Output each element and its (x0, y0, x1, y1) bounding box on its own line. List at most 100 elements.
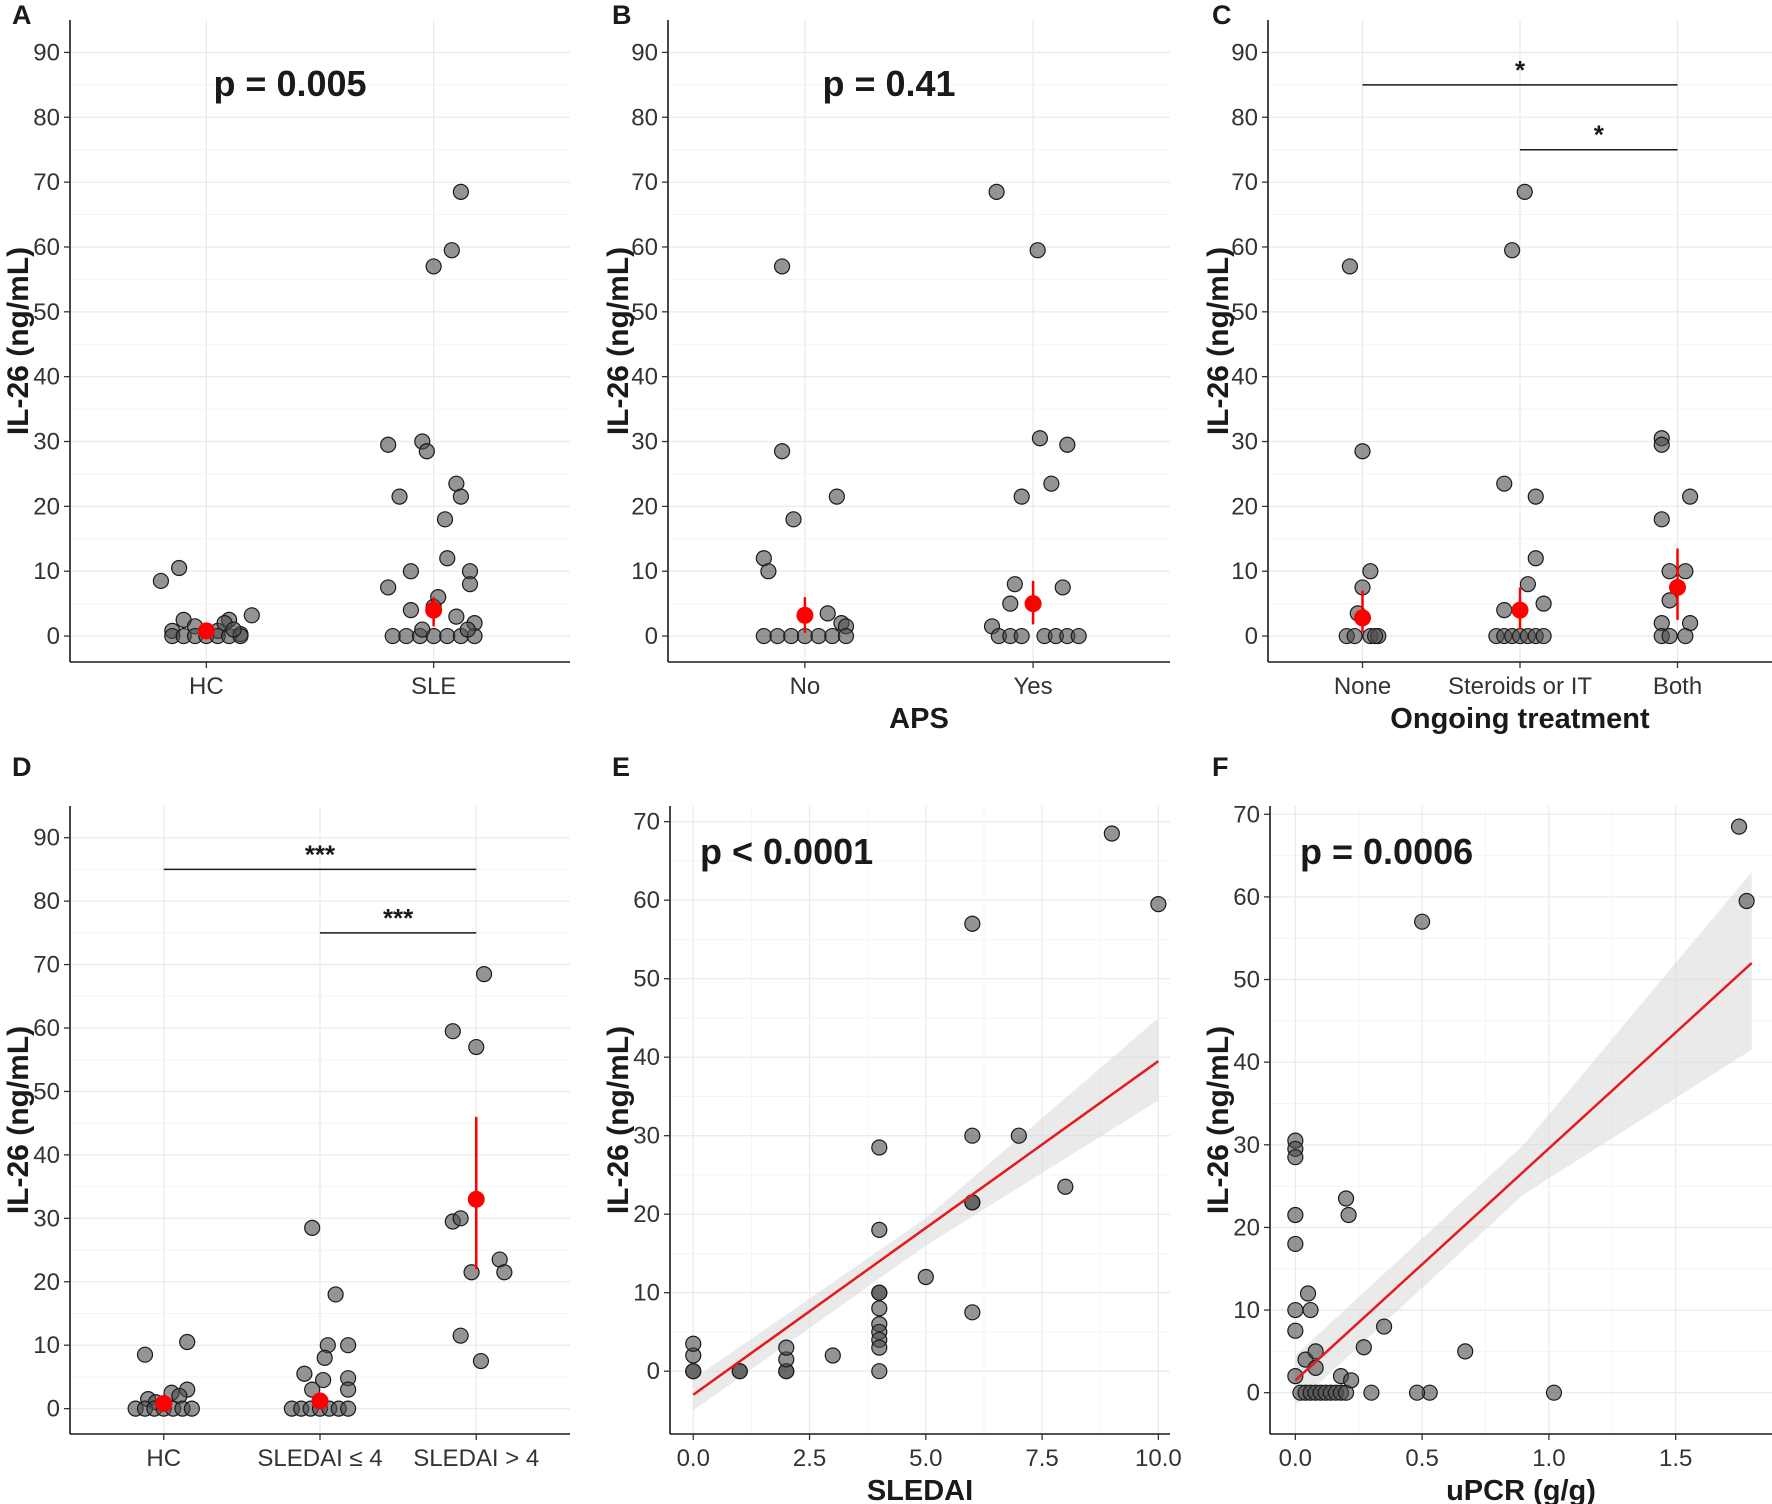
x-tick-label: 1.5 (1659, 1445, 1692, 1472)
y-tick-label: 60 (633, 887, 660, 914)
data-point (452, 1327, 469, 1344)
data-point (1070, 627, 1087, 645)
data-point (472, 1352, 490, 1370)
data-point (1299, 1285, 1317, 1302)
y-tick-label: 50 (631, 299, 658, 326)
mean-point (197, 622, 215, 640)
data-point (685, 1363, 702, 1380)
y-tick-label: 0 (645, 623, 658, 650)
data-point (1355, 1339, 1372, 1356)
y-tick-label: 30 (1233, 1132, 1260, 1159)
y-axis-label: IL-26 (ng/mL) (602, 247, 635, 435)
y-tick-label: 20 (631, 493, 658, 520)
x-tick-label: 0.5 (1405, 1445, 1438, 1472)
data-point (315, 1371, 332, 1389)
y-axis-label: IL-26 (ng/mL) (2, 247, 35, 435)
panel-letter: B (612, 0, 632, 30)
y-tick-label: 30 (631, 429, 658, 456)
mean-point (467, 1190, 485, 1208)
y-tick-label: 60 (33, 1015, 60, 1042)
panel-letter: C (1212, 0, 1232, 30)
data-point (183, 1400, 200, 1417)
data-point (964, 915, 981, 932)
data-point (731, 1363, 748, 1380)
data-point (1677, 627, 1694, 645)
data-point (760, 563, 777, 580)
y-tick-label: 40 (633, 1044, 660, 1071)
data-point (1661, 627, 1678, 645)
data-point (871, 1284, 888, 1301)
p-value-annotation: p = 0.005 (213, 63, 366, 104)
data-point (1516, 183, 1533, 200)
y-tick-label: 70 (33, 952, 60, 979)
data-point (444, 1023, 461, 1040)
data-point (1496, 602, 1513, 619)
data-point (1343, 1372, 1360, 1389)
x-axis-label: uPCR (g/g) (1446, 1475, 1596, 1504)
data-point (1354, 443, 1371, 460)
y-tick-label: 60 (1231, 234, 1258, 261)
data-point (468, 1038, 485, 1056)
y-tick-label: 50 (1233, 967, 1260, 994)
data-point (380, 579, 397, 596)
x-tick-label: 0.0 (1279, 1445, 1312, 1472)
data-point (1006, 576, 1023, 593)
y-tick-label: 20 (33, 493, 60, 520)
mean-point (1511, 601, 1529, 619)
data-point (1002, 595, 1019, 612)
data-point (773, 258, 791, 275)
data-point (1013, 488, 1030, 505)
panel-letter: E (612, 752, 630, 782)
data-point (1496, 475, 1513, 492)
data-point (1302, 1301, 1319, 1319)
y-tick-label: 40 (1233, 1049, 1260, 1076)
y-tick-label: 50 (633, 966, 660, 993)
data-point (871, 1300, 888, 1317)
significance-label: * (1594, 120, 1605, 150)
data-point (1059, 436, 1076, 453)
y-tick-label: 10 (33, 558, 60, 585)
y-tick-label: 0 (47, 1396, 60, 1423)
data-point (773, 443, 791, 460)
data-point (1346, 627, 1363, 645)
mean-point (425, 601, 443, 619)
data-point (1653, 436, 1670, 453)
data-point (1414, 913, 1431, 930)
y-tick-label: 40 (631, 364, 658, 391)
y-axis-label: IL-26 (ng/mL) (1202, 1026, 1235, 1214)
x-tick-label: HC (189, 673, 224, 700)
data-point (340, 1400, 357, 1417)
data-point (448, 608, 465, 625)
data-point (1287, 1301, 1304, 1319)
data-point (824, 627, 841, 645)
data-point (769, 627, 786, 645)
y-tick-label: 30 (1231, 429, 1258, 456)
y-tick-label: 40 (1231, 364, 1258, 391)
data-point (340, 1337, 357, 1354)
data-point (439, 627, 456, 645)
y-tick-label: 50 (33, 299, 60, 326)
data-point (461, 576, 479, 593)
data-point (452, 183, 470, 200)
x-tick-label: SLEDAI > 4 (413, 1445, 539, 1472)
mean-point (311, 1392, 329, 1410)
y-tick-label: 90 (33, 39, 60, 66)
y-tick-label: 10 (33, 1332, 60, 1359)
data-point (1677, 563, 1694, 580)
y-tick-label: 10 (1233, 1297, 1260, 1324)
mean-point (155, 1395, 173, 1413)
data-point (1535, 595, 1552, 612)
y-tick-label: 30 (633, 1123, 660, 1150)
data-point (1535, 627, 1552, 645)
data-point (439, 550, 456, 567)
y-tick-label: 10 (631, 558, 658, 585)
y-tick-label: 20 (1233, 1214, 1260, 1241)
y-axis-label: IL-26 (ng/mL) (1202, 247, 1235, 435)
data-point (1287, 1149, 1304, 1166)
data-point (380, 436, 397, 453)
x-tick-label: Yes (1014, 673, 1053, 700)
data-point (1013, 627, 1030, 645)
y-tick-label: 30 (33, 1205, 60, 1232)
data-point (179, 1333, 196, 1351)
data-point (755, 627, 772, 645)
